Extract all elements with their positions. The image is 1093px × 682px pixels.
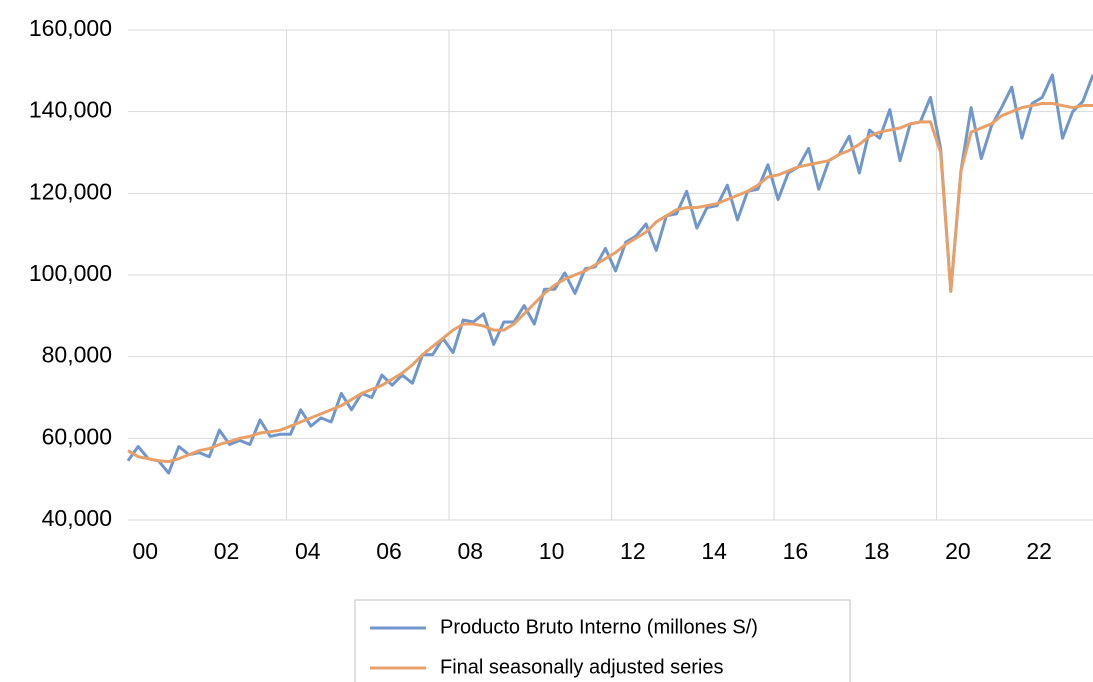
y-tick-label: 60,000 <box>42 423 112 449</box>
y-tick-label: 100,000 <box>29 260 112 286</box>
data-line <box>127 102 1093 464</box>
x-tick-label: 20 <box>945 538 971 564</box>
x-tick-label: 08 <box>458 538 484 564</box>
x-tick-label: 18 <box>864 538 890 564</box>
y-tick-label: 40,000 <box>42 505 112 531</box>
y-tick-label: 160,000 <box>29 15 112 41</box>
y-tick-label: 80,000 <box>42 342 112 368</box>
legend-label: Final seasonally adjusted series <box>440 656 724 678</box>
x-tick-label: 00 <box>132 538 158 564</box>
x-tick-label: 16 <box>783 538 809 564</box>
y-tick-label: 140,000 <box>29 97 112 123</box>
x-tick-label: 22 <box>1026 538 1052 564</box>
legend-box <box>354 599 851 682</box>
x-tick-label: 04 <box>295 538 321 564</box>
x-tick-label: 14 <box>701 538 727 564</box>
y-tick-label: 120,000 <box>29 178 112 204</box>
x-tick-label: 12 <box>620 538 646 564</box>
data-line <box>126 73 1093 475</box>
x-tick-label: 06 <box>376 538 402 564</box>
x-tick-label: 10 <box>539 538 565 564</box>
x-tick-label: 02 <box>214 538 240 564</box>
legend-label: Producto Bruto Interno (millones S/) <box>440 616 758 638</box>
